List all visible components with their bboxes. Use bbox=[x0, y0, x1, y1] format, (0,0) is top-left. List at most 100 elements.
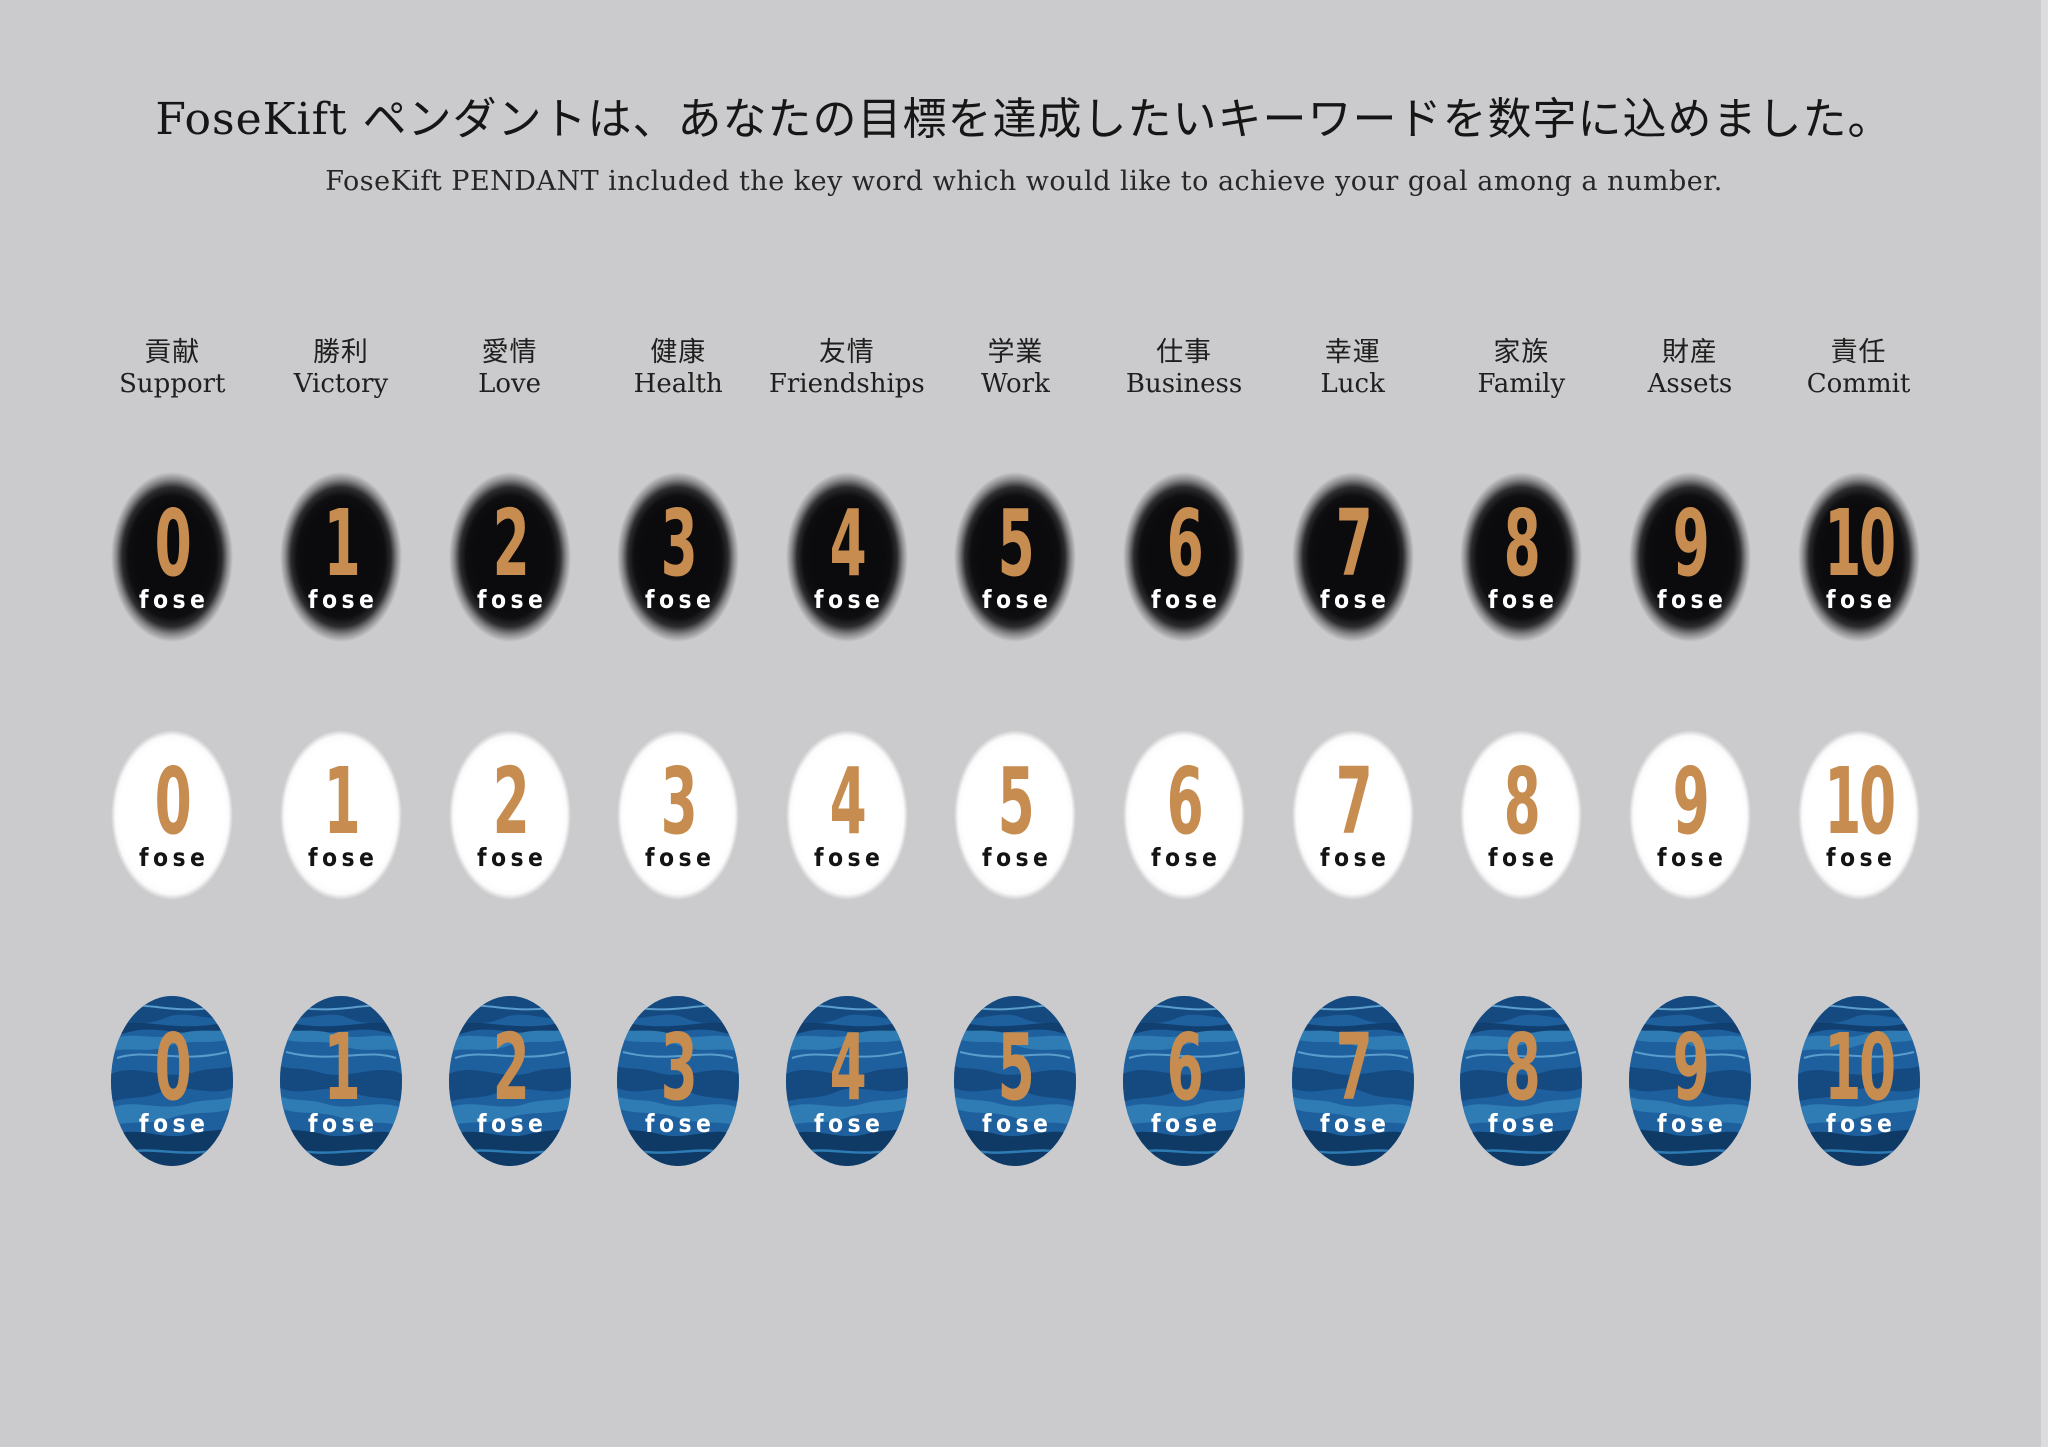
pendant-cell: 0 fose bbox=[88, 730, 257, 900]
pendant-oval bbox=[279, 730, 402, 900]
pendant-oval bbox=[1123, 730, 1246, 900]
pendant-cell: 1 fose bbox=[257, 730, 426, 900]
pendant-blue-2: 2 fose bbox=[448, 996, 571, 1166]
brand-label: fose bbox=[1319, 842, 1391, 872]
pendant-number: 5 bbox=[998, 748, 1035, 855]
pendant-row-black: 0 fose 1 fose 2 fose 3 fose 4 fose 5 fose 6 fose 7 fose… bbox=[88, 472, 1944, 642]
brand-label: fose bbox=[1825, 584, 1896, 614]
pendant-number: 6 bbox=[1166, 748, 1204, 855]
pendant-white-8: 8 fose bbox=[1460, 730, 1583, 900]
brand-label: fose bbox=[1151, 842, 1222, 872]
brand-label: fose bbox=[476, 1108, 547, 1138]
keyword-header-support: 貢献 Support bbox=[88, 336, 257, 400]
pendant-cell: 3 fose bbox=[594, 730, 763, 900]
pendant-cell: 7 fose bbox=[1268, 996, 1437, 1166]
pendant-number: 9 bbox=[1672, 748, 1710, 855]
pendant-cell: 2 fose bbox=[425, 730, 594, 900]
brand-label: fose bbox=[139, 842, 210, 872]
keyword-en: Luck bbox=[1320, 369, 1385, 399]
pendant-blue-6: 6 fose bbox=[1123, 996, 1246, 1166]
pendant-blue-8: 8 fose bbox=[1460, 996, 1583, 1166]
pendant-oval bbox=[785, 472, 908, 642]
pendant-white-0: 0 fose bbox=[111, 730, 234, 900]
keyword-ja: 健康 bbox=[650, 337, 707, 368]
brand-label: fose bbox=[139, 1108, 210, 1138]
pendant-white-7: 7 fose bbox=[1291, 730, 1414, 900]
pendant-number: 1 bbox=[323, 490, 361, 597]
brand-label: fose bbox=[813, 1108, 885, 1138]
pendant-cell: 4 fose bbox=[763, 996, 932, 1166]
pendant-cell: 8 fose bbox=[1437, 472, 1606, 642]
pendant-row-white: 0 fose 1 fose 2 fose 3 fose 4 fose 5 fose 6 fose 7 fose… bbox=[88, 730, 1944, 900]
pendant-number: 4 bbox=[829, 748, 866, 855]
pendant-black-2: 2 fose bbox=[448, 472, 571, 642]
pendant-blue-0: 0 fose bbox=[111, 996, 234, 1166]
pendant-oval bbox=[1460, 472, 1583, 642]
pendant-blue-3: 3 fose bbox=[617, 996, 740, 1166]
pendant-cell: 7 fose bbox=[1268, 472, 1437, 642]
pendant-number: 0 bbox=[154, 490, 192, 597]
keyword-ja: 仕事 bbox=[1156, 337, 1213, 368]
right-edge-strip bbox=[2041, 0, 2048, 1447]
pendant-oval bbox=[111, 730, 234, 900]
keyword-header-family: 家族 Family bbox=[1437, 336, 1606, 400]
brand-label: fose bbox=[139, 584, 210, 614]
pendant-white-4: 4 fose bbox=[785, 730, 908, 900]
brand-label: fose bbox=[982, 1108, 1053, 1138]
pendant-number: 6 bbox=[1166, 490, 1204, 597]
pendant-number: 1 bbox=[323, 1014, 361, 1121]
pendant-number: 0 bbox=[154, 1014, 192, 1121]
pendant-white-5: 5 fose bbox=[954, 730, 1077, 900]
pendant-white-9: 9 fose bbox=[1628, 730, 1751, 900]
pendant-cell: 2 fose bbox=[425, 996, 594, 1166]
pendant-oval bbox=[954, 730, 1077, 900]
pendant-blue-4: 4 fose bbox=[785, 996, 908, 1166]
pendant-cell: 10 fose bbox=[1774, 472, 1943, 642]
pendant-number: 4 bbox=[829, 1014, 866, 1121]
brand-label: fose bbox=[1151, 1108, 1222, 1138]
pendant-cell: 7 fose bbox=[1268, 730, 1437, 900]
pendant-blue-7: 7 fose bbox=[1291, 996, 1414, 1166]
pendant-oval bbox=[1460, 730, 1583, 900]
pendant-oval bbox=[1628, 472, 1751, 642]
keyword-ja: 友情 bbox=[818, 337, 875, 368]
pendant-white-6: 6 fose bbox=[1123, 730, 1246, 900]
keyword-en: Friendships bbox=[768, 369, 925, 399]
pendant-white-1: 1 fose bbox=[279, 730, 402, 900]
pendant-number: 3 bbox=[660, 1014, 698, 1121]
pendant-cell: 4 fose bbox=[763, 472, 932, 642]
brand-label: fose bbox=[982, 584, 1053, 614]
brand-label: fose bbox=[307, 1108, 379, 1138]
brand-label: fose bbox=[1825, 1108, 1896, 1138]
pendant-oval bbox=[448, 730, 571, 900]
pendant-oval bbox=[111, 472, 234, 642]
pendant-white-3: 3 fose bbox=[617, 730, 740, 900]
pendant-number: 7 bbox=[1335, 748, 1372, 855]
keyword-header-commit: 責任 Commit bbox=[1774, 336, 1943, 400]
pendant-black-0: 0 fose bbox=[111, 472, 234, 642]
page-title: FoseKift ペンダントは、あなたの目標を達成したいキーワードを数字に込めま… bbox=[155, 94, 1893, 145]
brand-label: fose bbox=[1656, 842, 1728, 872]
pendant-black-7: 7 fose bbox=[1291, 472, 1414, 642]
brand-label: fose bbox=[813, 584, 885, 614]
pendant-number: 7 bbox=[1335, 490, 1372, 597]
pendant-oval bbox=[1123, 472, 1246, 642]
pendant-number: 3 bbox=[660, 748, 698, 855]
pendant-number: 8 bbox=[1503, 748, 1541, 855]
pendant-oval bbox=[1797, 472, 1920, 642]
pendant-black-10: 10 fose bbox=[1797, 472, 1920, 642]
brand-label: fose bbox=[1151, 584, 1222, 614]
pendant-number: 10 bbox=[1823, 1014, 1896, 1121]
pendant-number: 9 bbox=[1672, 490, 1710, 597]
pendant-oval bbox=[954, 472, 1077, 642]
pendant-cell: 8 fose bbox=[1437, 730, 1606, 900]
pendant-blue-9: 9 fose bbox=[1628, 996, 1751, 1166]
pendant-row-blue-marble: 0 fose 1 fose 2 fose 3 fose 4 fose 5 fose 6 fose 7 fose… bbox=[88, 996, 1944, 1166]
brand-label: fose bbox=[1656, 584, 1728, 614]
brand-label: fose bbox=[645, 842, 716, 872]
pendant-cell: 1 fose bbox=[257, 996, 426, 1166]
pendant-oval bbox=[279, 472, 402, 642]
keyword-header-health: 健康 Health bbox=[594, 336, 763, 400]
pendant-cell: 10 fose bbox=[1774, 730, 1943, 900]
